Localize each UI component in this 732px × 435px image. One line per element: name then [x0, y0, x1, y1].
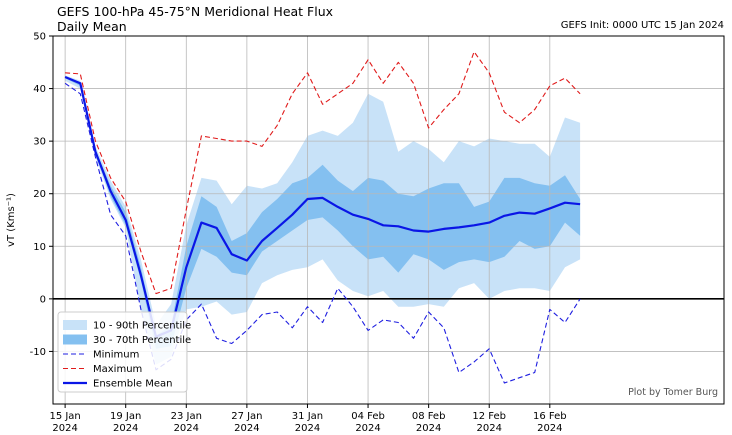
x-tick-year-label: 2024	[234, 423, 259, 434]
x-tick-label: 23 Jan	[171, 411, 202, 422]
legend-swatch	[63, 320, 87, 330]
x-tick-year-label: 2024	[476, 423, 501, 434]
x-tick-year-label: 2024	[295, 423, 320, 434]
legend-label: Maximum	[93, 364, 142, 375]
plot-credit: Plot by Tomer Burg	[628, 387, 718, 398]
x-tick-year-label: 2024	[537, 423, 562, 434]
legend-label: Ensemble Mean	[93, 379, 172, 390]
x-tick-label: 27 Jan	[231, 411, 262, 422]
band-10-90th-percentile	[65, 75, 581, 365]
x-tick-label: 31 Jan	[292, 411, 323, 422]
y-tick-label: 0	[40, 294, 46, 305]
y-tick-label: 10	[33, 242, 46, 253]
x-tick-label: 08 Feb	[412, 411, 446, 422]
x-tick-year-label: 2024	[52, 423, 77, 434]
x-tick-year-label: 2024	[174, 423, 199, 434]
x-tick-label: 19 Jan	[110, 411, 141, 422]
chart-title: GEFS 100-hPa 45-75°N Meridional Heat Flu…	[57, 4, 334, 19]
legend: 10 - 90th Percentile 30 - 70th Percentile…	[57, 311, 191, 393]
legend-label: Minimum	[93, 350, 139, 361]
y-tick-label: -10	[30, 347, 46, 358]
band-30-70th-percentile	[65, 76, 581, 349]
x-tick-year-label: 2024	[113, 423, 138, 434]
y-axis-label: vT (Kms⁻¹)	[6, 193, 17, 247]
y-tick-label: 50	[33, 32, 46, 43]
y-tick-label: 20	[33, 189, 46, 200]
x-tick-label: 04 Feb	[351, 411, 385, 422]
x-tick-label: 12 Feb	[472, 411, 506, 422]
x-tick-year-label: 2024	[416, 423, 441, 434]
init-time-label: GEFS Init: 0000 UTC 15 Jan 2024	[560, 20, 724, 31]
x-tick-label: 16 Feb	[533, 411, 567, 422]
legend-label: 10 - 90th Percentile	[93, 321, 191, 332]
x-tick-year-label: 2024	[355, 423, 380, 434]
y-tick-label: 40	[33, 84, 46, 95]
plot-frame	[52, 35, 725, 405]
series-line-maximum	[65, 51, 581, 295]
chart-subtitle: Daily Mean	[57, 19, 127, 34]
legend-swatch	[63, 334, 87, 345]
y-tick-label: 30	[33, 137, 46, 148]
series-line-minimum	[64, 82, 581, 384]
plot-area	[53, 36, 724, 404]
legend-label: 30 - 70th Percentile	[93, 335, 191, 346]
legend-box	[57, 311, 188, 393]
x-tick-label: 15 Jan	[49, 411, 80, 422]
